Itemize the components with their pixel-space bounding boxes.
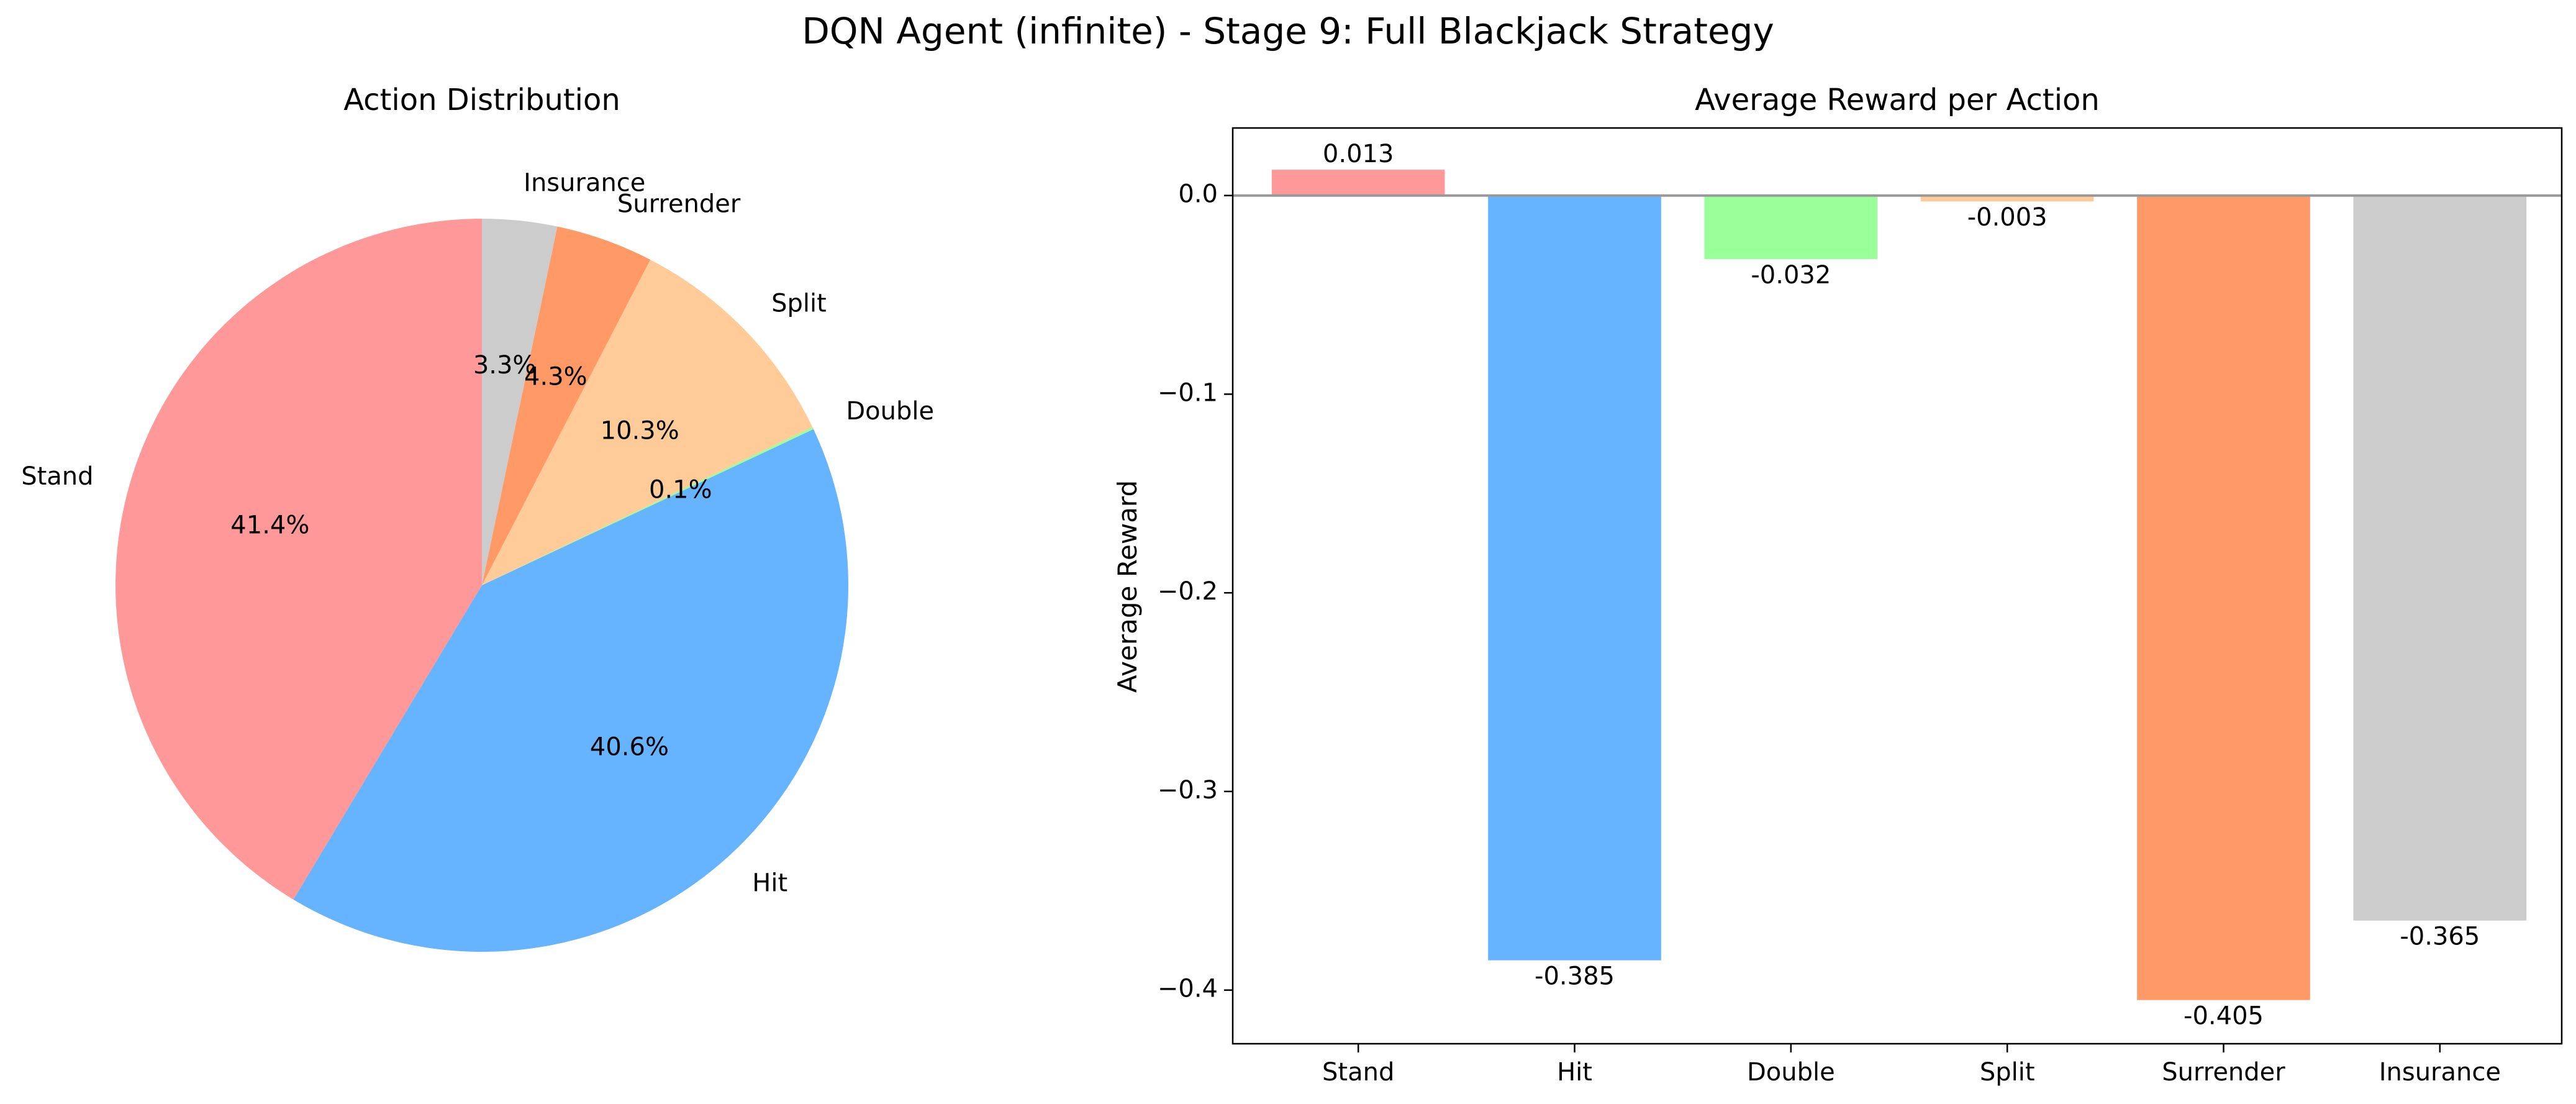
x-tick-label-split: Split <box>1980 1058 2035 1087</box>
pie-label-surrender: Surrender <box>617 190 741 219</box>
x-tick-label-hit: Hit <box>1557 1058 1592 1087</box>
pie-label-insurance: Insurance <box>524 168 645 197</box>
bar-stand <box>1271 170 1445 196</box>
pie-slice-stand <box>116 219 483 900</box>
pie-label-split: Split <box>771 289 827 317</box>
x-tick-label-double: Double <box>1747 1058 1835 1087</box>
pie-pct-insurance: 3.3% <box>473 351 537 380</box>
pie-pct-hit: 40.6% <box>590 733 669 762</box>
pie-label-stand: Stand <box>21 462 93 491</box>
y-tick-label-0: 0.0 <box>1178 180 1218 209</box>
pie-slice-double <box>482 427 814 585</box>
x-tick-label-insurance: Insurance <box>2379 1058 2501 1087</box>
bar-title: Average Reward per Action <box>1695 83 2100 117</box>
pie-slice-split <box>482 259 813 585</box>
bar-value-label-double: -0.032 <box>1751 261 1831 290</box>
bar-surrender <box>2137 195 2310 1000</box>
pie-slice-hit <box>293 429 848 952</box>
bar-split <box>1920 195 2094 202</box>
bar-value-label-hit: -0.385 <box>1535 962 1615 991</box>
bar-value-label-surrender: -0.405 <box>2184 1001 2264 1030</box>
plot-frame <box>1231 127 2563 1045</box>
pie-label-double: Double <box>846 397 934 426</box>
y-tick-label-4: −0.4 <box>1158 975 1218 1003</box>
y-axis-label: Average Reward <box>1112 480 1143 693</box>
pie-pct-stand: 41.4% <box>230 511 309 540</box>
y-tick-label-3: −0.3 <box>1158 776 1218 805</box>
bar-chart: Average Reward per Action Average Reward… <box>1112 83 2563 1087</box>
bar-hit <box>1488 195 1661 960</box>
y-tick-label-2: −0.2 <box>1158 577 1218 606</box>
bar-insurance <box>2353 195 2527 921</box>
pie-label-hit: Hit <box>752 869 787 897</box>
x-tick-label-stand: Stand <box>1322 1058 1394 1087</box>
x-tick-label-surrender: Surrender <box>2162 1058 2285 1087</box>
pie-slice-surrender <box>482 226 651 585</box>
pie-title: Action Distribution <box>343 83 620 117</box>
bar-value-label-split: -0.003 <box>1967 203 2048 232</box>
pie-chart: Action Distribution Stand Hit Double Split S… <box>21 83 934 952</box>
pie-pct-surrender: 4.3% <box>524 363 587 391</box>
bar-double <box>1704 195 1878 260</box>
bar-value-label-stand: 0.013 <box>1323 140 1394 168</box>
y-tick-label-1: −0.1 <box>1158 378 1218 407</box>
pie-slice-insurance <box>482 219 558 585</box>
bar-value-label-insurance: -0.365 <box>2400 923 2480 951</box>
figure-title: DQN Agent (infinite) - Stage 9: Full Bla… <box>802 10 1774 52</box>
pie-pct-double: 0.1% <box>649 475 712 504</box>
pie-pct-split: 10.3% <box>601 417 679 445</box>
